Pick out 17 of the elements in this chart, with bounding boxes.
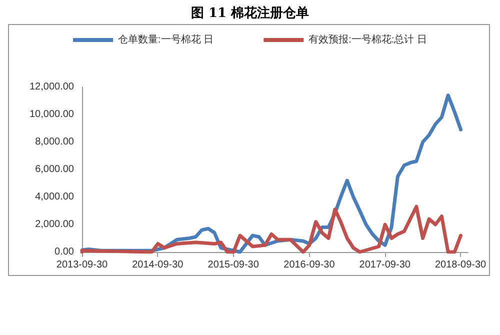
legend-label: 有效预报:一号棉花:总计 日 <box>308 34 427 46</box>
chart-title: 图 11 棉花注册仓单 <box>190 4 310 22</box>
legend-label: 仓单数量:一号棉花 日 <box>118 34 214 46</box>
line-series <box>80 204 462 254</box>
x-tick-label: 2016-09-30 <box>284 260 336 270</box>
y-tick-label: 12,000.00 <box>30 82 74 92</box>
y-tick-label: 4,000.00 <box>35 192 74 202</box>
y-tick-label: 0.00 <box>54 246 74 258</box>
x-tick-label: 2017-09-30 <box>359 260 411 270</box>
x-tick-label: 2018-09-30 <box>434 260 487 270</box>
x-tick-label: 2015-09-30 <box>208 260 260 270</box>
x-tick-label: 2013-09-30 <box>56 260 108 270</box>
y-tick-label: 6,000.00 <box>35 164 74 175</box>
x-tick-label: 2014-09-30 <box>132 260 184 270</box>
y-tick-label: 10,000.00 <box>30 109 74 120</box>
y-tick-label: 2,000.00 <box>35 219 74 230</box>
y-tick-label: 8,000.00 <box>35 136 74 148</box>
